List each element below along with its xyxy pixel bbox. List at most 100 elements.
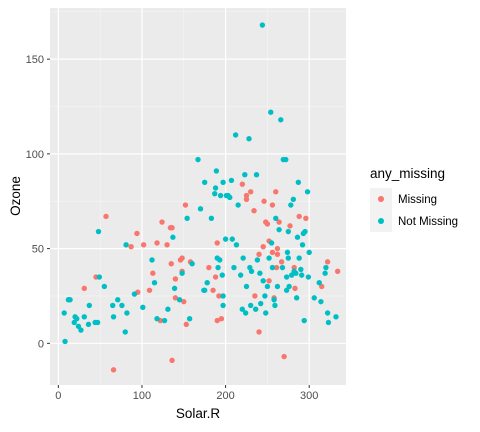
point-not-missing	[86, 302, 92, 309]
point-missing	[206, 264, 212, 271]
point-not-missing	[220, 302, 226, 309]
point-missing	[263, 219, 269, 225]
point-not-missing	[283, 156, 289, 163]
point-not-missing	[252, 306, 259, 312]
point-not-missing	[154, 315, 160, 322]
point-not-missing	[239, 306, 246, 312]
point-not-missing	[201, 287, 208, 293]
point-not-missing	[333, 314, 339, 320]
plot-panel	[50, 8, 346, 385]
point-not-missing	[243, 283, 250, 290]
point-not-missing	[302, 228, 308, 235]
point-missing	[239, 181, 246, 187]
point-not-missing	[212, 185, 219, 191]
point-missing	[159, 219, 165, 225]
point-missing	[324, 259, 331, 265]
point-not-missing	[213, 168, 220, 174]
x-tick-label: 200	[216, 390, 234, 402]
point-missing	[278, 259, 285, 265]
point-missing	[140, 242, 147, 248]
point-not-missing	[170, 234, 176, 240]
point-not-missing	[279, 264, 286, 271]
point-not-missing	[296, 255, 302, 261]
point-not-missing	[322, 270, 328, 276]
point-missing	[103, 213, 109, 220]
point-not-missing	[217, 192, 224, 199]
x-tick-label: 300	[300, 390, 318, 402]
point-missing	[334, 268, 341, 275]
point-missing	[292, 285, 298, 292]
point-not-missing	[323, 264, 329, 271]
point-not-missing	[284, 249, 291, 256]
point-not-missing	[233, 242, 240, 248]
legend-label-not-missing: Not Missing	[398, 216, 458, 228]
axis-ticks	[47, 58, 310, 388]
point-not-missing	[248, 268, 255, 275]
point-missing	[252, 293, 258, 299]
point-not-missing	[195, 156, 201, 163]
point-not-missing	[212, 190, 218, 197]
point-missing	[243, 196, 250, 203]
point-not-missing	[264, 283, 271, 290]
point-missing	[281, 353, 287, 360]
point-not-missing	[254, 257, 261, 263]
point-not-missing	[276, 226, 282, 233]
point-not-missing	[101, 283, 108, 290]
y-tick-label: 50	[32, 244, 44, 256]
point-missing	[269, 202, 276, 208]
point-missing	[256, 329, 262, 335]
point-not-missing	[324, 310, 331, 316]
point-not-missing	[232, 132, 239, 138]
point-not-missing	[201, 179, 208, 185]
point-missing	[243, 192, 250, 199]
point-missing	[167, 225, 174, 231]
point-not-missing	[78, 327, 84, 333]
point-not-missing	[268, 109, 274, 115]
point-missing	[274, 251, 281, 257]
point-not-missing	[171, 285, 178, 292]
point-not-missing	[149, 257, 155, 263]
point-missing	[261, 198, 267, 204]
legend-dot-missing	[378, 196, 384, 202]
y-axis-title: Ozone	[8, 176, 23, 216]
point-not-missing	[231, 264, 237, 271]
point-missing	[168, 261, 174, 267]
point-missing	[260, 244, 266, 250]
grid-major	[50, 8, 346, 385]
point-not-missing	[260, 278, 266, 284]
x-axis-title: Solar.R	[176, 406, 221, 421]
point-not-missing	[274, 283, 281, 290]
point-missing	[183, 321, 189, 328]
point-not-missing	[283, 287, 290, 293]
point-missing	[303, 215, 309, 221]
point-missing	[296, 213, 302, 220]
point-not-missing	[278, 117, 284, 123]
point-not-missing	[219, 272, 225, 278]
point-not-missing	[272, 302, 278, 309]
point-not-missing	[215, 264, 221, 271]
point-missing	[251, 208, 257, 214]
point-not-missing	[242, 172, 248, 178]
point-not-missing	[286, 283, 292, 290]
point-not-missing	[295, 179, 302, 185]
point-not-missing	[220, 293, 226, 299]
point-not-missing	[62, 338, 68, 345]
point-not-missing	[263, 310, 269, 316]
point-not-missing	[229, 236, 235, 242]
point-missing	[172, 295, 179, 301]
point-missing	[169, 357, 175, 364]
point-not-missing	[285, 228, 292, 235]
point-not-missing	[131, 291, 138, 297]
point-missing	[214, 317, 220, 324]
point-not-missing	[257, 270, 263, 276]
point-missing	[319, 283, 325, 290]
point-not-missing	[273, 215, 279, 221]
point-not-missing	[228, 177, 235, 184]
point-missing	[134, 230, 140, 237]
point-missing	[172, 276, 179, 282]
point-not-missing	[208, 215, 215, 221]
point-not-missing	[246, 136, 252, 142]
point-not-missing	[288, 272, 295, 278]
point-not-missing	[227, 194, 233, 201]
point-not-missing	[61, 310, 67, 316]
